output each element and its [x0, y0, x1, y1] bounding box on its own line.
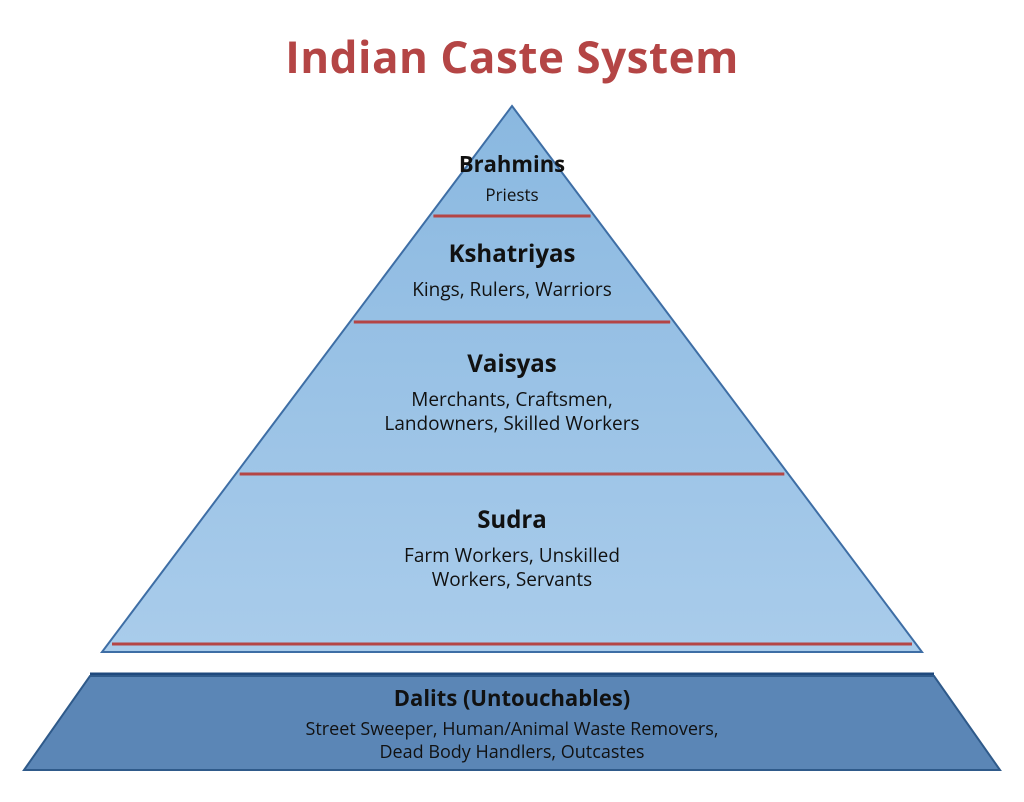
tier-name: Dalits (Untouchables): [0, 686, 1024, 711]
tier-desc: Merchants, Craftsmen, Landowners, Skille…: [0, 388, 1024, 436]
tier-desc: Kings, Rulers, Warriors: [0, 278, 1024, 302]
tier-desc: Priests: [0, 184, 1024, 205]
tier-name: Vaisyas: [0, 350, 1024, 378]
tier-name: Sudra: [0, 506, 1024, 534]
tier-desc: Street Sweeper, Human/Animal Waste Remov…: [0, 718, 1024, 763]
caste-pyramid-diagram: Indian Caste System Brahmins Priests Ksh…: [0, 0, 1024, 802]
tier-name: Kshatriyas: [0, 240, 1024, 268]
tier-name: Brahmins: [0, 152, 1024, 177]
tier-desc: Farm Workers, Unskilled Workers, Servant…: [0, 544, 1024, 592]
